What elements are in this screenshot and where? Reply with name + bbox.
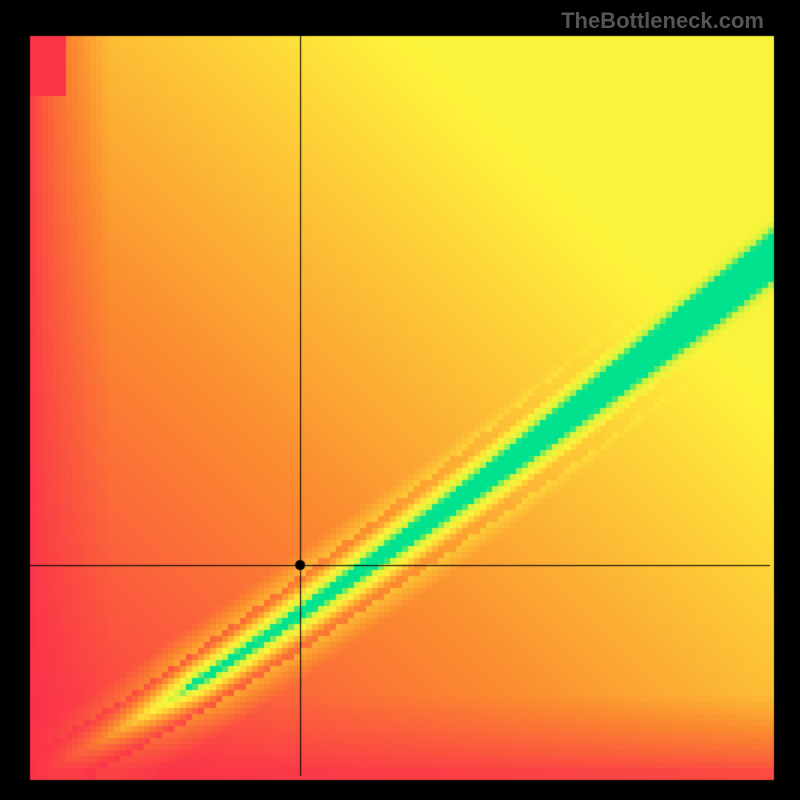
chart-container: TheBottleneck.com [0,0,800,800]
watermark-text: TheBottleneck.com [561,8,764,34]
bottleneck-heatmap [0,0,800,800]
